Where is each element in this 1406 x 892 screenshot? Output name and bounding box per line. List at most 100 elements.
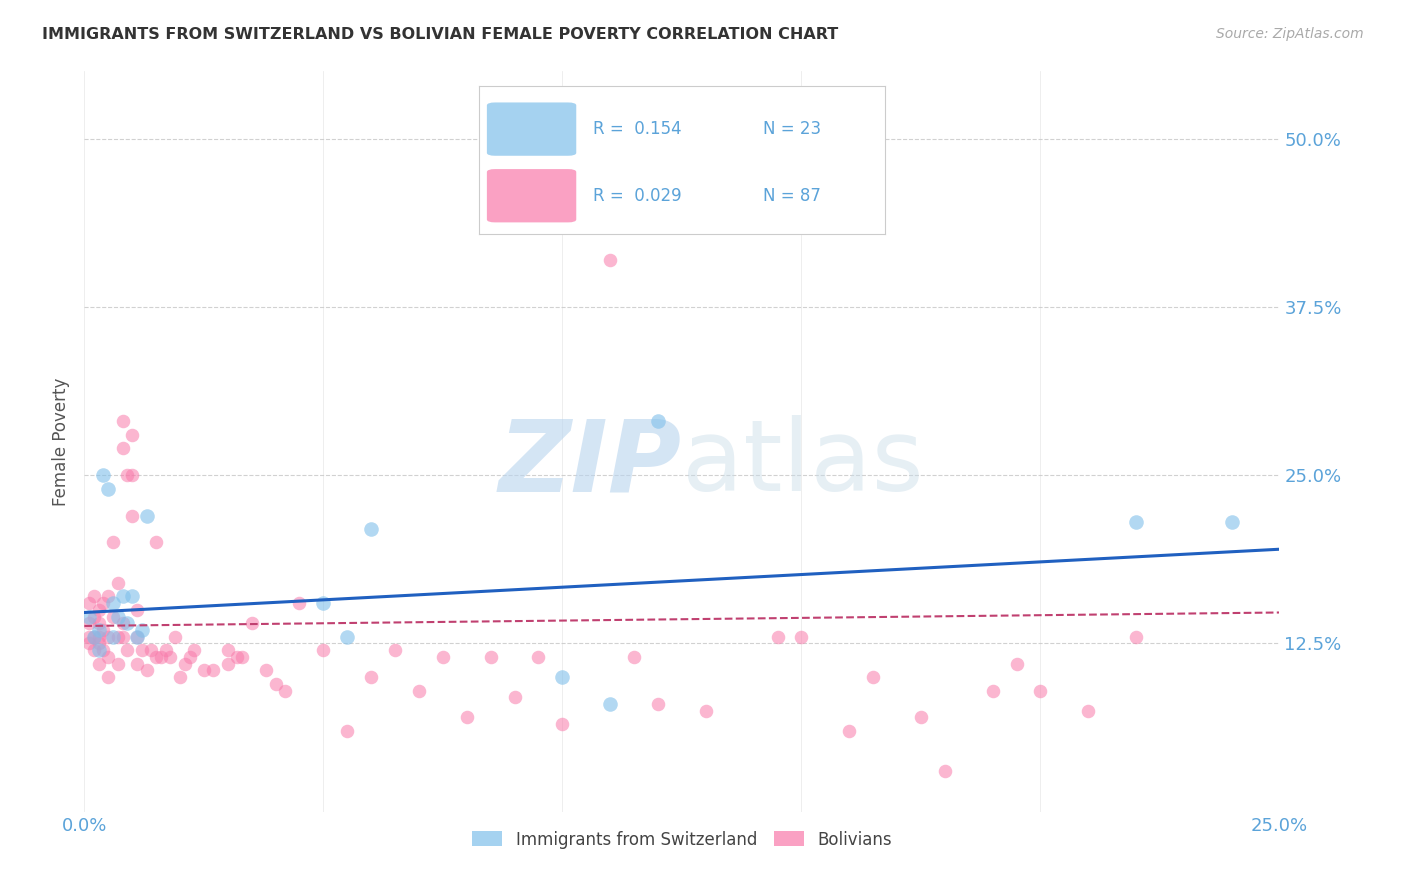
Point [862,670,884,684]
Point [131,643,153,657]
Point [1005,657,1028,671]
Point [93,596,115,610]
Point [77,616,100,631]
Point [145,649,167,664]
Text: IMMIGRANTS FROM SWITZERLAND VS BOLIVIAN FEMALE POVERTY CORRELATION CHART: IMMIGRANTS FROM SWITZERLAND VS BOLIVIAN … [42,27,838,42]
Point [193,664,215,678]
Point [121,427,143,442]
Point [934,764,956,779]
Point [97,630,120,644]
Point [107,609,129,624]
Point [312,596,335,610]
Point [838,723,860,738]
Point [159,649,181,664]
Y-axis label: Female Poverty: Female Poverty [52,377,70,506]
Point [408,683,430,698]
Point [101,630,124,644]
Point [173,657,195,671]
Point [766,630,789,644]
Point [240,616,263,631]
Point [93,623,115,637]
Point [83,630,105,644]
Point [647,414,669,428]
Point [695,704,717,718]
Point [1220,516,1243,530]
Point [131,623,153,637]
Point [107,657,129,671]
Point [790,630,813,644]
Point [135,508,157,523]
Point [264,677,287,691]
Point [1125,630,1147,644]
Point [527,649,550,664]
Point [456,710,478,724]
Point [149,649,172,664]
Point [155,643,177,657]
Point [83,643,105,657]
Point [121,590,143,604]
Point [87,630,110,644]
Point [647,697,669,711]
Point [125,630,148,644]
Point [384,643,406,657]
Point [1029,683,1052,698]
Point [111,616,134,631]
Point [87,643,110,657]
Point [111,590,134,604]
Point [87,657,110,671]
Point [117,616,139,631]
Point [226,649,249,664]
Legend: Immigrants from Switzerland, Bolivians: Immigrants from Switzerland, Bolivians [465,824,898,855]
Point [111,630,134,644]
Point [97,590,120,604]
Point [217,643,239,657]
Point [202,664,225,678]
Point [125,657,148,671]
Point [599,697,621,711]
Point [360,670,382,684]
Point [910,710,932,724]
Point [125,603,148,617]
Point [77,596,100,610]
Point [97,670,120,684]
Point [217,657,239,671]
Point [231,649,253,664]
Point [87,636,110,650]
Point [336,630,359,644]
Point [107,575,129,590]
Text: Source: ZipAtlas.com: Source: ZipAtlas.com [1216,27,1364,41]
Point [503,690,526,705]
Point [107,630,129,644]
Point [336,723,359,738]
Point [87,603,110,617]
Point [135,664,157,678]
Point [111,414,134,428]
Point [479,649,502,664]
Point [101,596,124,610]
Point [1125,516,1147,530]
Point [83,590,105,604]
Point [599,252,621,267]
Point [165,630,187,644]
Point [77,636,100,650]
Point [179,649,201,664]
Point [169,670,191,684]
Point [117,468,139,483]
Point [1077,704,1099,718]
Point [93,643,115,657]
Point [183,643,205,657]
Point [125,630,148,644]
Point [97,482,120,496]
Point [83,609,105,624]
Point [97,649,120,664]
Point [117,643,139,657]
Point [312,643,335,657]
Point [87,616,110,631]
Point [141,643,163,657]
Point [77,609,100,624]
Point [121,468,143,483]
Point [93,468,115,483]
Point [145,535,167,549]
Point [623,649,645,664]
Point [87,623,110,637]
